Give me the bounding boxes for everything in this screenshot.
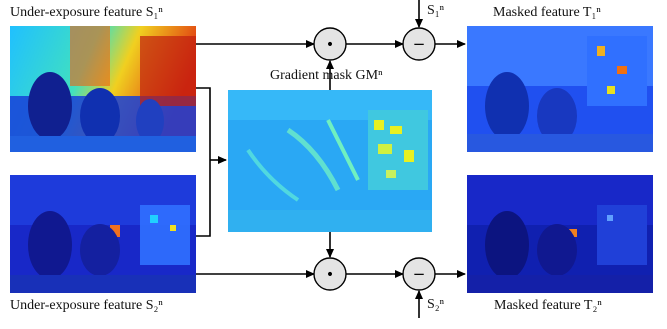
masked-feature-t1-image (467, 26, 653, 152)
multiply-node-bottom (313, 257, 347, 291)
label-gradient-mask: Gradient mask GMⁿ (270, 68, 383, 83)
label-under-exposure-s1: Under-exposure feature S₁ⁿ (10, 5, 163, 20)
label-under-exposure-s2: Under-exposure feature S₂ⁿ (10, 298, 163, 313)
merge-line-top (196, 87, 211, 160)
subtract-node-bottom (402, 257, 436, 291)
under-exposure-feature-s1-image (10, 26, 196, 152)
subtract-symbol-top: − (413, 35, 426, 53)
gradient-mask-image (228, 90, 432, 232)
multiply-symbol-bottom: • (326, 267, 334, 283)
multiply-node-top (313, 27, 347, 61)
label-s2-input: S₂ⁿ (427, 297, 445, 312)
label-masked-t2: Masked feature T₂ⁿ (494, 298, 602, 313)
merge-line-bottom (196, 160, 211, 237)
under-exposure-feature-s2-image (10, 175, 196, 293)
multiply-symbol-top: • (326, 37, 334, 53)
masked-feature-t2-image (467, 175, 653, 293)
label-s1-input: S₁ⁿ (427, 3, 445, 18)
label-masked-t1: Masked feature T₁ⁿ (493, 5, 601, 20)
subtract-symbol-bottom: − (413, 265, 426, 283)
subtract-node-top (402, 27, 436, 61)
